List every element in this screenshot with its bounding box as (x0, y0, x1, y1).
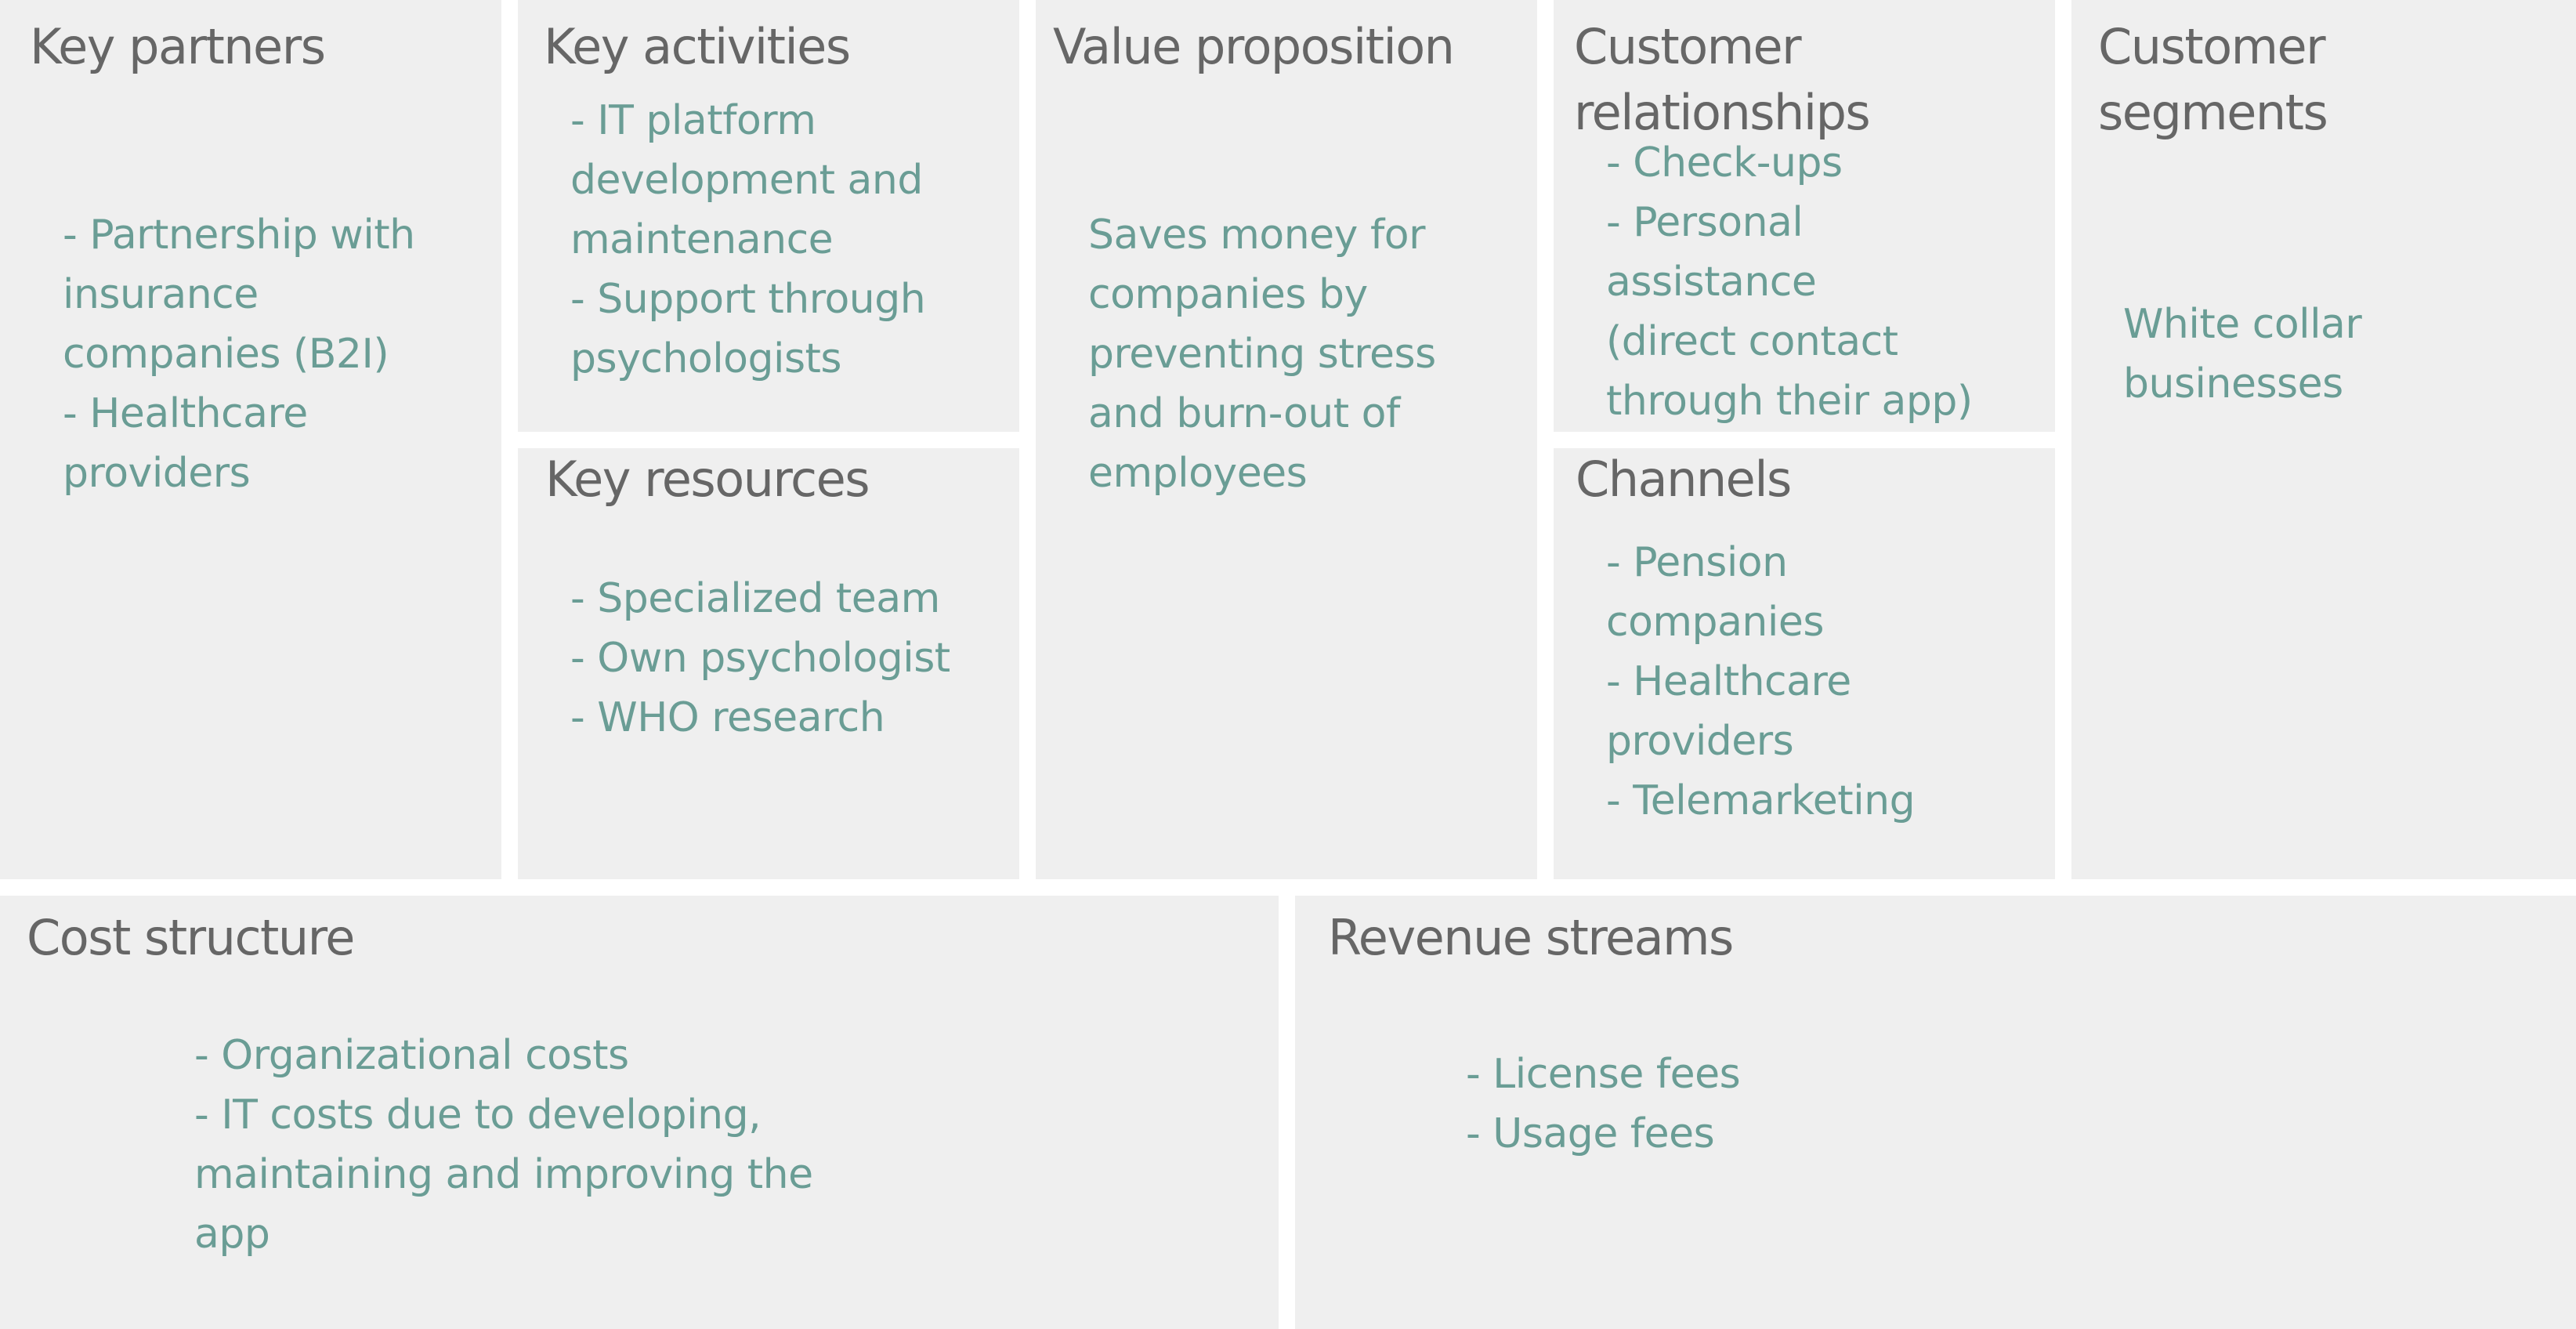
value-proposition-line: and burn-out of (1088, 390, 1400, 437)
key-partners-line: - Healthcare (63, 390, 308, 437)
key-partners-body: - Partnership with insurance companies (… (63, 205, 415, 503)
channels-line: companies (1606, 599, 1824, 646)
key-partners-line: - Partnership with (63, 212, 415, 259)
value-proposition-line: companies by (1088, 271, 1368, 318)
key-activities-line: - Support through (570, 276, 926, 323)
cost-structure-line: maintaining and improving the (194, 1151, 813, 1198)
customer-relationships-line: - Personal (1606, 199, 1804, 246)
revenue-streams-title: Revenue streams (1328, 909, 1734, 966)
customer-segments-line: White collar (2123, 301, 2362, 348)
key-activities-line: - IT platform (570, 97, 816, 144)
cost-structure-body: - Organizational costs - IT costs due to… (194, 1026, 813, 1264)
key-partners-title: Key partners (30, 18, 326, 75)
revenue-streams-line: - License fees (1466, 1051, 1741, 1098)
customer-segments-body: White collar businesses (2123, 295, 2362, 414)
key-resources-title: Key resources (545, 451, 870, 508)
revenue-streams-body: - License fees - Usage fees (1466, 1045, 1741, 1164)
customer-relationships-line: (direct contact (1606, 318, 1898, 365)
channels-block: Channels - Pension companies - Healthcar… (1554, 448, 2055, 879)
cost-structure-title: Cost structure (27, 909, 355, 966)
key-resources-body: - Specialized team - Own psychologist - … (570, 569, 950, 748)
key-partners-line: providers (63, 450, 251, 497)
customer-segments-title: Customer segments (2098, 18, 2328, 141)
value-proposition-body: Saves money for companies by preventing … (1088, 205, 1436, 503)
customer-relationships-title: Customer relationships (1574, 18, 1871, 141)
key-activities-line: development and (570, 157, 923, 204)
value-proposition-line: employees (1088, 450, 1308, 497)
value-proposition-block: Value proposition Saves money for compan… (1036, 0, 1537, 879)
key-partners-line: insurance (63, 271, 259, 318)
channels-body: - Pension companies - Healthcare provide… (1606, 533, 1916, 831)
key-activities-block: Key activities - IT platform development… (518, 0, 1019, 432)
key-activities-line: maintenance (570, 216, 834, 263)
channels-line: providers (1606, 718, 1794, 765)
revenue-streams-block: Revenue streams - License fees - Usage f… (1295, 896, 2576, 1329)
key-activities-line: psychologists (570, 335, 842, 382)
key-partners-line: companies (B2I) (63, 331, 389, 378)
key-activities-body: - IT platform development and maintenanc… (570, 91, 926, 389)
key-resources-line: - WHO research (570, 694, 885, 741)
customer-relationships-line: assistance (1606, 259, 1817, 306)
key-activities-title: Key activities (544, 18, 851, 75)
cost-structure-line: app (194, 1211, 270, 1258)
revenue-streams-line: - Usage fees (1466, 1110, 1715, 1157)
customer-segments-line: businesses (2123, 360, 2343, 407)
cost-structure-block: Cost structure - Organizational costs - … (0, 896, 1279, 1329)
cost-structure-line: - Organizational costs (194, 1032, 629, 1079)
customer-segments-block: Customer segments White collar businesse… (2071, 0, 2576, 879)
key-resources-block: Key resources - Specialized team - Own p… (518, 448, 1019, 879)
key-resources-line: - Own psychologist (570, 635, 950, 682)
channels-line: - Healthcare (1606, 658, 1851, 705)
customer-relationships-block: Customer relationships - Check-ups - Per… (1554, 0, 2055, 432)
customer-relationships-line: - Check-ups (1606, 139, 1843, 186)
channels-line: - Pension (1606, 539, 1788, 586)
channels-title: Channels (1576, 451, 1792, 508)
value-proposition-line: Saves money for (1088, 212, 1425, 259)
customer-relationships-body: - Check-ups - Personal assistance (direc… (1606, 133, 1973, 431)
customer-relationships-line: through their app) (1606, 378, 1973, 425)
value-proposition-title: Value proposition (1053, 18, 1455, 75)
cost-structure-line: - IT costs due to developing, (194, 1092, 762, 1139)
key-partners-block: Key partners - Partnership with insuranc… (0, 0, 501, 879)
key-resources-line: - Specialized team (570, 575, 940, 622)
value-proposition-line: preventing stress (1088, 331, 1436, 378)
channels-line: - Telemarketing (1606, 777, 1916, 824)
